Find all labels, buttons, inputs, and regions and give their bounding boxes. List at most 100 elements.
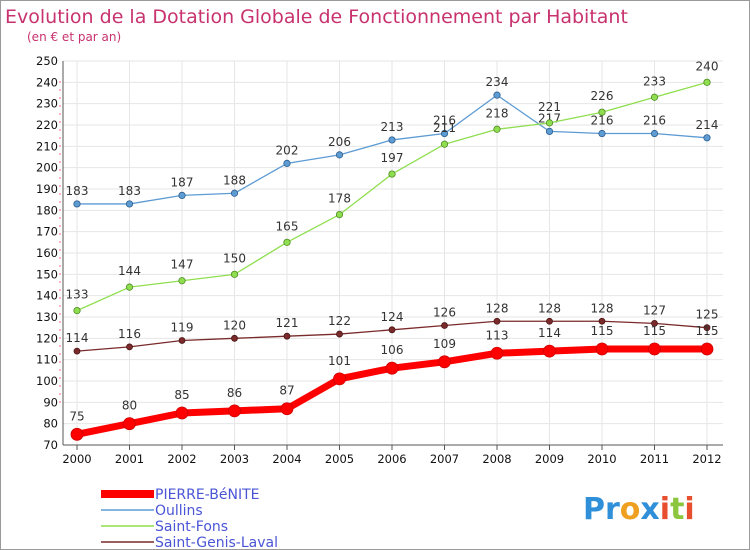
data-label-saint-genis-laval: 120 bbox=[223, 318, 246, 332]
data-point-pierre-b-nite bbox=[280, 402, 294, 416]
x-tick-label: 2007 bbox=[430, 452, 459, 466]
y-tick-label: 140 bbox=[36, 289, 58, 303]
x-tick-label: 2008 bbox=[482, 452, 511, 466]
y-tick-label: 150 bbox=[36, 267, 58, 281]
legend-label-saint-genis-laval: Saint-Genis-Laval bbox=[155, 535, 278, 549]
data-point-saint-genis-laval bbox=[493, 317, 501, 325]
y-tick-label: 200 bbox=[36, 161, 58, 175]
data-point-saint-genis-laval bbox=[336, 330, 343, 338]
y-tick-label: 100 bbox=[36, 374, 58, 388]
data-point-oullins bbox=[650, 129, 659, 138]
data-point-saint-fons bbox=[178, 277, 186, 285]
data-point-oullins bbox=[230, 189, 239, 197]
y-tick-label: 130 bbox=[36, 310, 58, 324]
data-label-saint-fons: 144 bbox=[118, 264, 141, 278]
data-point-pierre-b-nite bbox=[228, 404, 241, 418]
data-label-saint-fons: 226 bbox=[591, 89, 614, 103]
data-point-oullins bbox=[388, 136, 396, 144]
x-tick-label: 2010 bbox=[587, 452, 616, 466]
x-tick-label: 2006 bbox=[377, 452, 406, 466]
data-label-saint-fons: 221 bbox=[538, 100, 561, 114]
data-label-saint-genis-laval: 128 bbox=[486, 301, 509, 315]
data-point-pierre-b-nite bbox=[70, 427, 84, 441]
data-label-oullins: 183 bbox=[118, 184, 141, 198]
data-point-pierre-b-nite bbox=[438, 355, 451, 369]
data-label-saint-fons: 147 bbox=[171, 258, 194, 272]
legend: PIERRE-BéNITEOullinsSaint-FonsSaint-Geni… bbox=[101, 487, 278, 549]
y-tick-label: 250 bbox=[36, 54, 58, 68]
data-label-oullins: 216 bbox=[591, 114, 614, 128]
data-label-pierre-b-nite: 85 bbox=[174, 388, 189, 402]
data-label-oullins: 216 bbox=[433, 114, 456, 128]
data-point-saint-genis-laval bbox=[546, 317, 553, 325]
data-label-pierre-b-nite: 113 bbox=[486, 328, 509, 342]
data-point-saint-fons bbox=[230, 270, 239, 278]
data-label-saint-genis-laval: 126 bbox=[433, 306, 456, 320]
data-point-pierre-b-nite bbox=[595, 342, 609, 356]
data-point-saint-genis-laval bbox=[598, 317, 606, 325]
data-point-saint-fons bbox=[598, 108, 606, 116]
data-label-pierre-b-nite: 115 bbox=[696, 324, 719, 338]
data-label-saint-fons: 165 bbox=[276, 219, 299, 233]
data-point-oullins bbox=[178, 191, 186, 199]
y-tick-label: 230 bbox=[36, 97, 58, 111]
data-label-saint-genis-laval: 114 bbox=[66, 331, 89, 345]
legend-label-oullins: Oullins bbox=[155, 503, 203, 519]
data-point-saint-genis-laval bbox=[703, 324, 711, 332]
data-label-pierre-b-nite: 115 bbox=[591, 324, 614, 338]
data-label-saint-fons: 133 bbox=[66, 288, 89, 302]
data-label-pierre-b-nite: 115 bbox=[643, 324, 666, 338]
data-point-pierre-b-nite bbox=[175, 406, 189, 420]
y-tick-label: 70 bbox=[43, 438, 58, 452]
data-label-saint-genis-laval: 125 bbox=[696, 308, 719, 322]
data-point-saint-genis-laval bbox=[441, 322, 448, 329]
data-point-saint-fons bbox=[335, 211, 344, 219]
data-label-saint-genis-laval: 122 bbox=[328, 314, 351, 328]
data-point-saint-fons bbox=[440, 140, 449, 148]
data-label-oullins: 202 bbox=[276, 143, 299, 157]
data-label-pierre-b-nite: 86 bbox=[227, 386, 242, 400]
data-point-pierre-b-nite bbox=[385, 361, 399, 375]
data-label-saint-fons: 197 bbox=[381, 151, 404, 165]
x-tick-label: 2009 bbox=[535, 452, 564, 466]
data-label-pierre-b-nite: 114 bbox=[538, 326, 561, 340]
data-label-saint-genis-laval: 121 bbox=[276, 316, 299, 330]
x-tick-label: 2002 bbox=[167, 452, 196, 466]
data-point-saint-genis-laval bbox=[388, 326, 396, 334]
data-label-saint-genis-laval: 119 bbox=[171, 320, 194, 334]
data-label-oullins: 187 bbox=[171, 175, 194, 189]
data-point-oullins bbox=[125, 200, 134, 208]
data-point-saint-genis-laval bbox=[283, 332, 291, 340]
data-label-pierre-b-nite: 80 bbox=[122, 399, 137, 413]
data-point-saint-genis-laval bbox=[126, 343, 133, 351]
data-point-pierre-b-nite bbox=[333, 372, 346, 386]
data-label-saint-fons: 218 bbox=[486, 106, 509, 120]
data-label-saint-genis-laval: 128 bbox=[591, 301, 614, 315]
data-point-pierre-b-nite bbox=[123, 417, 136, 431]
data-point-pierre-b-nite bbox=[490, 346, 504, 360]
data-label-pierre-b-nite: 75 bbox=[69, 409, 84, 423]
data-point-oullins bbox=[703, 134, 711, 142]
data-point-oullins bbox=[598, 129, 606, 138]
data-point-saint-fons bbox=[73, 306, 81, 315]
data-label-oullins: 213 bbox=[381, 120, 404, 134]
x-tick-label: 2005 bbox=[325, 452, 354, 466]
data-point-saint-fons bbox=[650, 93, 659, 101]
data-label-oullins: 188 bbox=[223, 173, 246, 187]
data-label-saint-fons: 233 bbox=[643, 74, 666, 88]
data-label-oullins: 183 bbox=[66, 184, 89, 198]
data-point-saint-fons bbox=[493, 125, 501, 133]
data-point-saint-genis-laval bbox=[231, 334, 238, 342]
x-tick-label: 2012 bbox=[692, 452, 721, 466]
data-label-saint-fons: 150 bbox=[223, 251, 246, 265]
x-tick-label: 2000 bbox=[62, 452, 91, 466]
data-point-saint-fons bbox=[125, 283, 134, 291]
legend-label-saint-fons: Saint-Fons bbox=[155, 519, 228, 535]
data-label-pierre-b-nite: 109 bbox=[433, 337, 456, 351]
data-label-oullins: 234 bbox=[486, 75, 509, 89]
data-point-saint-fons bbox=[703, 78, 711, 86]
data-label-oullins: 206 bbox=[328, 135, 351, 149]
plot-area: 7080901001101201301401501601701801902002… bbox=[36, 54, 723, 466]
data-label-pierre-b-nite: 106 bbox=[381, 343, 404, 357]
